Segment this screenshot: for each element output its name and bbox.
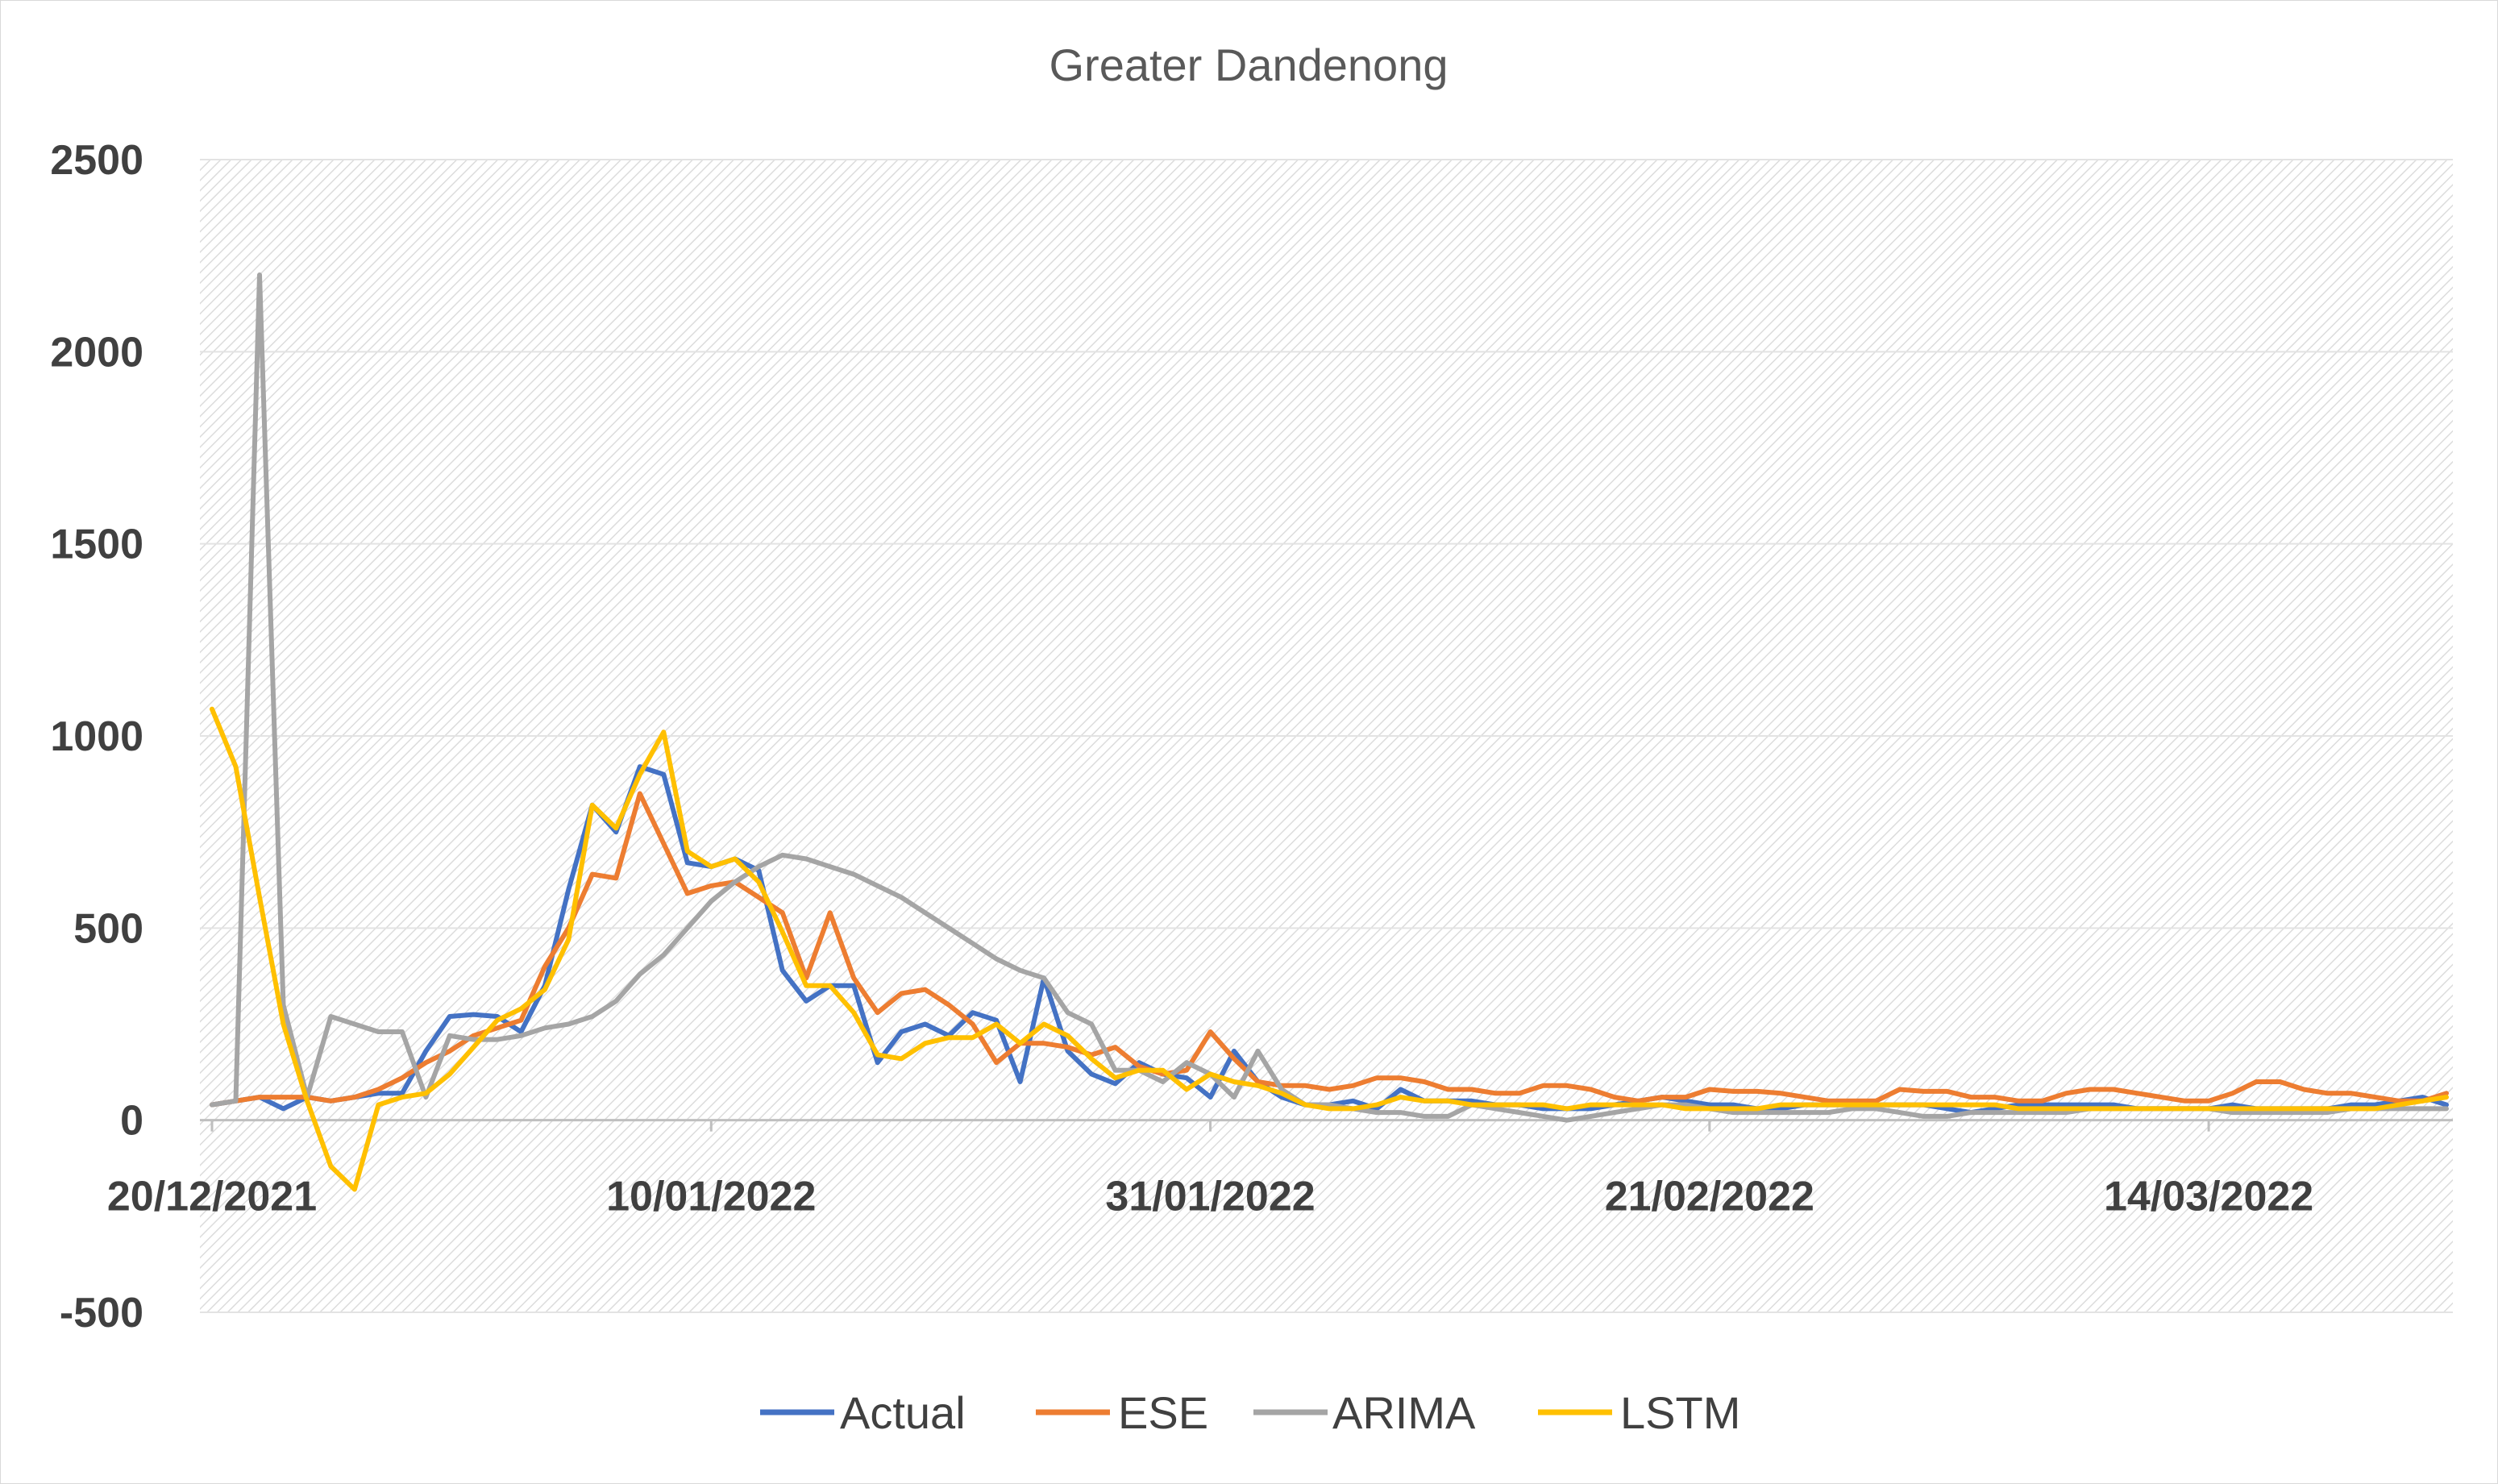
x-tick-label: 14/03/2022 <box>2104 1174 2313 1220</box>
legend-label-arima: ARIMA <box>1332 1387 1476 1438</box>
y-tick-label: 0 <box>120 1098 143 1145</box>
x-tick-label: 10/01/2022 <box>606 1174 816 1220</box>
y-tick-label: 1500 <box>50 522 143 568</box>
series-lines <box>210 272 2449 1192</box>
gridlines <box>200 159 2453 1313</box>
y-tick-label: 2500 <box>50 137 143 184</box>
y-tick-label: 500 <box>73 905 143 952</box>
legend-label-actual: Actual <box>840 1387 966 1438</box>
legend-item-arima: ARIMA <box>1253 1387 1476 1438</box>
y-axis-ticks: -500 0 500 1000 1500 2000 2500 <box>50 137 143 1336</box>
x-axis-ticks: 20/12/2021 10/01/2022 31/01/2022 21/02/2022… <box>107 1120 2313 1220</box>
legend-item-ese: ESE <box>1036 1387 1208 1438</box>
x-tick-label: 21/02/2022 <box>1605 1174 1814 1220</box>
legend-item-lstm: LSTM <box>1538 1387 1740 1438</box>
y-tick-label: 2000 <box>50 329 143 376</box>
legend-label-lstm: LSTM <box>1620 1387 1740 1438</box>
series-line-ese <box>210 791 2449 1108</box>
legend-item-actual: Actual <box>760 1387 966 1438</box>
x-tick-label: 20/12/2021 <box>107 1174 317 1220</box>
chart-title: Greater Dandenong <box>1049 39 1448 90</box>
series-line-arima <box>210 272 2449 1123</box>
legend-label-ese: ESE <box>1118 1387 1208 1438</box>
y-tick-label: -500 <box>60 1290 143 1336</box>
y-tick-label: 1000 <box>50 713 143 760</box>
series-line-lstm <box>210 706 2449 1192</box>
x-tick-label: 31/01/2022 <box>1105 1174 1315 1220</box>
legend: Actual ESE ARIMA LSTM <box>760 1387 1740 1438</box>
